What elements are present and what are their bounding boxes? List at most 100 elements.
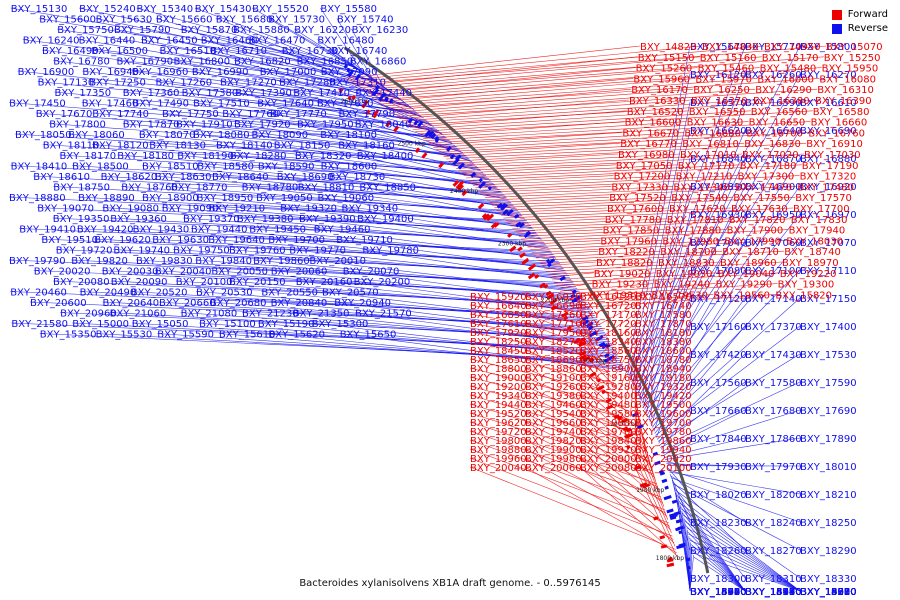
fwd-label-line: [355, 56, 638, 87]
feature-mark: [663, 494, 672, 501]
forward-gene-label: BXY_15460: [698, 64, 755, 75]
fwd-label-line: [383, 78, 758, 107]
feature-mark: [639, 482, 648, 488]
reverse-gene-label: BXY_18230: [690, 518, 747, 529]
fwd-label-line: [469, 439, 666, 511]
reverse-gene-label: BXY_20680: [210, 298, 267, 309]
forward-gene-label: BXY_19420: [635, 391, 692, 402]
rev-label-line: [53, 60, 406, 104]
reverse-gene-label: BXY_17260: [156, 78, 213, 89]
reverse-gene-label: BXY_16280: [800, 587, 857, 598]
rev-label-line: [649, 269, 746, 422]
reverse-label-lines: [8, 7, 801, 592]
rev-label-line: [37, 207, 535, 231]
fwd-label-line: [396, 88, 818, 117]
rev-label-line: [192, 133, 479, 169]
fwd-label-line: [524, 295, 576, 315]
reverse-gene-label: BXY_16950: [745, 210, 802, 221]
kbp-tick-label: 2000 kbp: [610, 421, 638, 428]
rev-label-line: [691, 546, 801, 592]
rev-label-line: [355, 91, 444, 136]
fwd-label-line: [524, 430, 663, 501]
reverse-gene-labels: BXY_15130 BXY_15240 BXY_15340 BXY_15430 BXY_…: [9, 4, 857, 598]
feature-mark: [605, 343, 611, 348]
fwd-label-line: [489, 196, 610, 204]
reverse-gene-label: BXY_20490: [80, 288, 137, 299]
reverse-gene-label: BXY_17310: [329, 78, 386, 89]
legend-swatch-forward: [831, 10, 842, 20]
reverse-gene-label: BXY_18200: [745, 490, 802, 501]
rev-label-line: [662, 409, 801, 454]
reverse-gene-label: BXY_15600: [39, 15, 96, 26]
reverse-gene-label: BXY_21230: [242, 309, 299, 320]
reverse-gene-label: BXY_16610: [800, 98, 857, 109]
forward-gene-label: BXY_15970: [695, 74, 752, 85]
kbp-tick-label: 2200 kbp: [541, 297, 569, 304]
reverse-gene-label: BXY_17250: [89, 78, 146, 89]
forward-gene-label: BXY_16330: [629, 96, 686, 107]
feature-mark: [417, 120, 424, 128]
rev-label-line: [121, 186, 520, 213]
reverse-gene-label: BXY_15730: [268, 15, 325, 26]
fwd-label-line: [634, 448, 672, 534]
forward-gene-label: BXY_18520: [525, 346, 582, 357]
forward-gene-label: BXY_15260: [636, 64, 693, 75]
feature-rings: [338, 64, 691, 570]
reverse-gene-label: BXY_19340: [342, 204, 399, 215]
legend-label-forward: Forward: [847, 9, 888, 20]
forward-gene-label: BXY_16290: [755, 85, 812, 96]
feature-mark: [487, 186, 493, 191]
reverse-gene-label: BXY_18640: [212, 172, 269, 183]
reverse-gene-label: BXY_16970: [800, 210, 857, 221]
feature-mark: [593, 330, 598, 335]
fwd-label-line: [569, 294, 714, 306]
fwd-label-line: [423, 121, 687, 139]
feature-mark: [596, 378, 601, 383]
reverse-gene-label: BXY_19420: [77, 225, 134, 236]
reverse-gene-label: BXY_15880: [233, 25, 290, 36]
reverse-gene-label: BXY_15780: [745, 587, 802, 598]
fwd-label-line: [524, 403, 649, 462]
reverse-gene-label: BXY_18590: [258, 162, 315, 173]
reverse-gene-label: BXY_19010: [800, 587, 857, 598]
forward-gene-label: BXY_18600: [635, 346, 692, 357]
forward-gene-label: BXY_19920: [580, 445, 637, 456]
reverse-gene-label: BXY_15760: [690, 587, 747, 598]
forward-gene-label: BXY_19320: [635, 382, 692, 393]
rev-label-line: [673, 483, 801, 551]
feature-mark: [575, 295, 581, 301]
forward-gene-label: BXY_17550: [733, 193, 790, 204]
forward-label-lines: [343, 45, 827, 560]
feature-mark: [603, 356, 613, 363]
rev-label-line: [159, 49, 399, 99]
forward-gene-label: BXY_18710: [722, 247, 779, 258]
rev-label-line: [320, 7, 363, 72]
forward-gene-label: BXY_20060: [525, 463, 582, 474]
feature-mark: [521, 257, 530, 265]
feature-mark: [570, 293, 576, 299]
rev-label-line: [89, 81, 428, 122]
forward-gene-label: BXY_19760: [580, 427, 637, 438]
reverse-gene-label: BXY_18930: [690, 587, 747, 598]
reverse-gene-label: BXY_16220: [294, 25, 351, 36]
rev-label-line: [72, 165, 503, 194]
fwd-label-line: [567, 294, 652, 303]
reverse-gene-label: BXY_20150: [229, 277, 286, 288]
reverse-gene-label: BXY_20080: [53, 277, 110, 288]
rev-label-line: [357, 217, 550, 250]
forward-gene-label: BXY_16000: [757, 74, 814, 85]
reverse-gene-label: BXY_19090: [162, 204, 219, 215]
fwd-label-line: [524, 367, 628, 411]
reverse-gene-label: BXY_16270: [800, 70, 857, 81]
rev-label-line: [689, 540, 801, 592]
forward-gene-label: BXY_19820: [525, 436, 582, 447]
reverse-gene-label: BXY_17100: [745, 266, 802, 277]
forward-gene-label: BXY_17160: [525, 310, 582, 321]
rev-label-line: [11, 322, 615, 350]
feature-mark: [374, 85, 381, 91]
reverse-gene-label: BXY_19450: [249, 225, 306, 236]
reverse-gene-label: BXY_16570: [690, 98, 747, 109]
forward-gene-label: BXY_16170: [631, 85, 688, 96]
fwd-label-line: [579, 448, 671, 530]
rev-label-line: [157, 333, 623, 365]
